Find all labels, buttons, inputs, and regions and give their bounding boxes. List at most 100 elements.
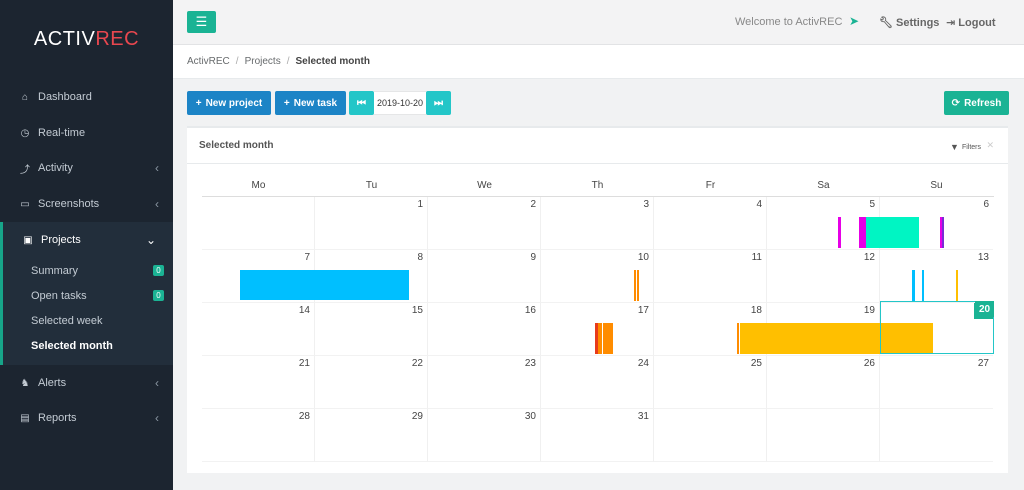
day-cell[interactable]: 30 bbox=[428, 409, 541, 462]
day-cell[interactable]: 2 bbox=[428, 197, 541, 250]
day-cell[interactable]: 1 bbox=[315, 197, 428, 250]
activity-bar[interactable] bbox=[866, 217, 919, 248]
bell-icon: ♞ bbox=[20, 377, 30, 389]
sidebar-item-projects[interactable]: ▣ Projects ⌄ bbox=[0, 222, 173, 258]
sidebar-item-dashboard[interactable]: ⌂ Dashboard bbox=[0, 79, 173, 115]
new-project-button[interactable]: + New project bbox=[187, 91, 271, 115]
day-number: 5 bbox=[869, 199, 875, 210]
logout-link[interactable]: ⇥ Logout bbox=[946, 16, 996, 29]
sidebar-subitem-selected-month[interactable]: Selected month bbox=[0, 333, 173, 358]
sidebar-item-activity[interactable]: ⤴ Activity ‹ bbox=[0, 150, 173, 186]
activity-bar[interactable] bbox=[240, 270, 409, 300]
breadcrumb-separator: / bbox=[286, 56, 290, 67]
next-month-button[interactable]: ⏭︎ bbox=[426, 91, 451, 115]
day-cell[interactable]: 26 bbox=[767, 356, 880, 409]
breadcrumb-separator: / bbox=[235, 56, 239, 67]
sidebar-item-label: Dashboard bbox=[38, 91, 92, 103]
sidebar-subitem-summary[interactable]: Summary 0 bbox=[0, 258, 173, 283]
previous-month-button[interactable]: ⏮︎ bbox=[349, 91, 374, 115]
sidebar-item-alerts[interactable]: ♞ Alerts ‹ bbox=[0, 365, 173, 401]
day-number: 4 bbox=[756, 199, 762, 210]
count-badge: 0 bbox=[153, 290, 164, 301]
day-cell[interactable]: 27 bbox=[880, 356, 993, 409]
day-cell[interactable]: 15 bbox=[315, 303, 428, 356]
activity-bar[interactable] bbox=[595, 323, 598, 354]
day-cell[interactable]: 21 bbox=[202, 356, 315, 409]
day-cell[interactable]: 14 bbox=[202, 303, 315, 356]
sidebar-item-reports[interactable]: ▤ Reports ‹ bbox=[0, 400, 173, 436]
sign-out-icon: ⇥ bbox=[946, 17, 956, 29]
activity-bar[interactable] bbox=[598, 323, 602, 354]
day-cell[interactable]: 25 bbox=[654, 356, 767, 409]
activity-bar[interactable] bbox=[634, 270, 636, 301]
close-icon[interactable]: ✕ bbox=[986, 140, 994, 150]
sidebar-item-screenshots[interactable]: ▭ Screenshots ‹ bbox=[0, 186, 173, 222]
day-cell[interactable]: 22 bbox=[315, 356, 428, 409]
day-cell[interactable]: 4 bbox=[654, 197, 767, 250]
step-forward-icon: ⏭︎ bbox=[434, 97, 443, 109]
refresh-button[interactable]: ⟳ Refresh bbox=[944, 91, 1009, 115]
filters-toggle[interactable]: ▼ Filters bbox=[950, 142, 981, 152]
activity-bar[interactable] bbox=[740, 323, 933, 354]
new-task-button[interactable]: + New task bbox=[275, 91, 346, 115]
empty-day-cell bbox=[767, 409, 880, 462]
activity-bar[interactable] bbox=[940, 217, 942, 248]
day-cell[interactable]: 23 bbox=[428, 356, 541, 409]
menu-toggle-button[interactable]: ☰ bbox=[187, 11, 216, 33]
day-cell[interactable]: 24 bbox=[541, 356, 654, 409]
day-cell[interactable]: 11 bbox=[654, 250, 767, 303]
day-cell[interactable]: 3 bbox=[541, 197, 654, 250]
activity-bar[interactable] bbox=[922, 270, 924, 301]
chevron-left-icon: ‹ bbox=[155, 376, 159, 390]
sidebar-item-label: Reports bbox=[38, 412, 77, 424]
sidebar-subitem-label: Summary bbox=[31, 264, 79, 277]
app-logo[interactable]: ACTIV REC bbox=[0, 0, 173, 78]
today-badge: 20 bbox=[975, 301, 994, 317]
paper-plane-icon[interactable]: ➤ bbox=[849, 14, 860, 28]
day-number: 18 bbox=[750, 305, 762, 316]
day-number: 15 bbox=[411, 305, 423, 316]
activity-bar[interactable] bbox=[737, 323, 739, 354]
day-cell[interactable]: 6 bbox=[880, 197, 993, 250]
settings-link[interactable]: 🔧︎ Settings bbox=[879, 16, 939, 29]
day-cell[interactable]: 29 bbox=[315, 409, 428, 462]
sidebar-subitem-open-tasks[interactable]: Open tasks 0 bbox=[0, 283, 173, 308]
hamburger-icon: ☰ bbox=[195, 14, 208, 29]
refresh-label: Refresh bbox=[964, 97, 1002, 109]
activity-bar[interactable] bbox=[956, 270, 958, 301]
wrench-icon: 🔧︎ bbox=[879, 17, 893, 29]
day-cell[interactable]: 10 bbox=[541, 250, 654, 303]
breadcrumb-link-home[interactable]: ActivREC bbox=[187, 56, 230, 67]
day-cell[interactable]: 9 bbox=[428, 250, 541, 303]
activity-bar[interactable] bbox=[859, 217, 866, 248]
step-backward-icon: ⏮︎ bbox=[357, 97, 366, 109]
day-number: 25 bbox=[750, 358, 762, 369]
weekday-header: Sa bbox=[817, 180, 830, 191]
top-navbar: ☰ Welcome to ActivREC ➤ 🔧︎ Settings ⇥ Lo… bbox=[173, 0, 1024, 45]
day-number: 13 bbox=[977, 252, 989, 263]
activity-bar[interactable] bbox=[838, 217, 841, 248]
day-cell[interactable]: 8 bbox=[315, 250, 428, 303]
projects-expanded-group: ▣ Projects ⌄ Summary 0 Open tasks 0 Sele… bbox=[0, 222, 173, 365]
day-cell[interactable]: 12 bbox=[767, 250, 880, 303]
activity-bar[interactable] bbox=[912, 270, 915, 301]
date-field[interactable]: 2019-10-20 bbox=[374, 91, 426, 115]
day-cell[interactable]: 28 bbox=[202, 409, 315, 462]
sidebar-item-real-time[interactable]: ◷ Real-time bbox=[0, 115, 173, 151]
day-cell[interactable]: 13 bbox=[880, 250, 993, 303]
day-number: 8 bbox=[417, 252, 423, 263]
activity-bar[interactable] bbox=[603, 323, 613, 354]
day-number: 21 bbox=[298, 358, 310, 369]
day-number: 2 bbox=[530, 199, 536, 210]
sidebar-subitem-selected-week[interactable]: Selected week bbox=[0, 308, 173, 333]
sidebar-item-label: Real-time bbox=[38, 127, 86, 139]
activity-bar[interactable] bbox=[942, 217, 944, 248]
plus-icon: + bbox=[195, 97, 202, 109]
today-highlight bbox=[880, 301, 994, 354]
day-cell[interactable]: 17 bbox=[541, 303, 654, 356]
chevron-left-icon: ‹ bbox=[155, 161, 159, 175]
activity-bar[interactable] bbox=[637, 270, 639, 301]
breadcrumb-link-projects[interactable]: Projects bbox=[244, 56, 281, 67]
day-cell[interactable]: 16 bbox=[428, 303, 541, 356]
day-cell[interactable]: 31 bbox=[541, 409, 654, 462]
